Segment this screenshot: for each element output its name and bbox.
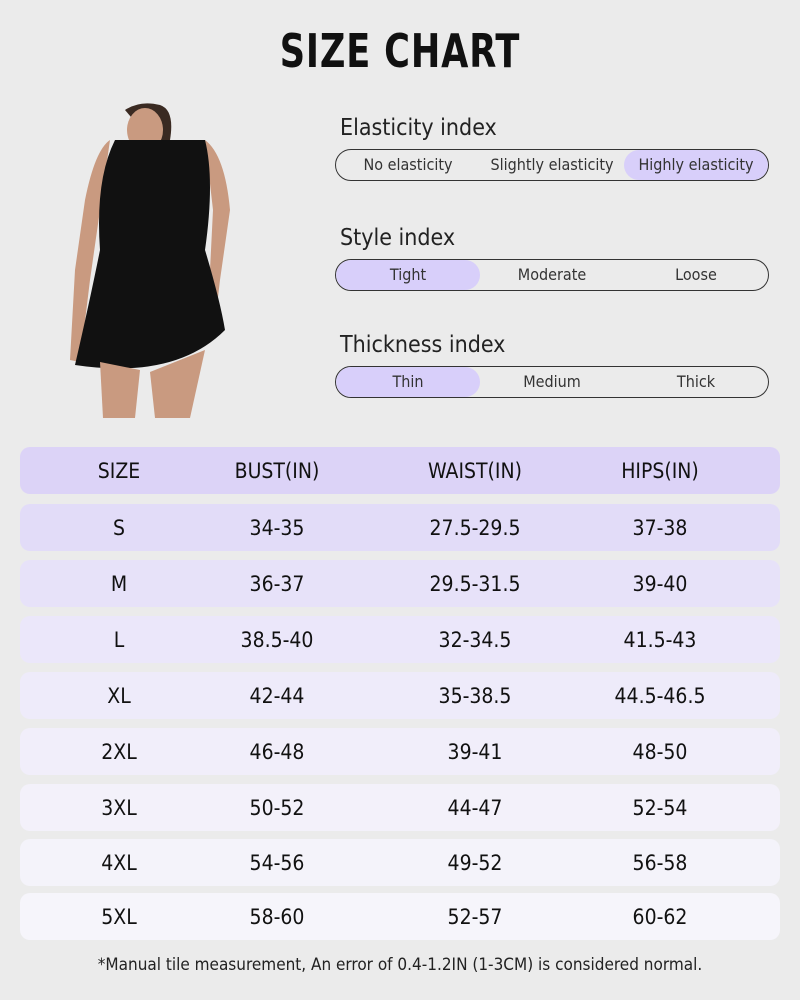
thickness-index: Thickness index Thin Medium Thick bbox=[335, 332, 769, 398]
elasticity-index: Elasticity index No elasticity Slightly … bbox=[335, 115, 769, 181]
cell-waist: 35-38.5 bbox=[438, 683, 512, 708]
header-waist: WAIST(IN) bbox=[428, 458, 522, 483]
table-row: 5XL 58-60 52-57 60-62 bbox=[20, 893, 780, 940]
header-size: SIZE bbox=[97, 458, 141, 483]
table-row: 3XL 50-52 44-47 52-54 bbox=[20, 784, 780, 831]
cell-size: 3XL bbox=[101, 795, 137, 820]
product-photo bbox=[70, 103, 230, 418]
cell-size: 2XL bbox=[101, 739, 137, 764]
cell-hips: 37-38 bbox=[632, 515, 688, 540]
cell-bust: 36-37 bbox=[249, 571, 305, 596]
cell-waist: 27.5-29.5 bbox=[429, 515, 521, 540]
header-hips: HIPS(IN) bbox=[621, 458, 699, 483]
page-title: SIZE CHART bbox=[279, 24, 521, 78]
table-row: XL 42-44 35-38.5 44.5-46.5 bbox=[20, 672, 780, 719]
option-moderate: Moderate bbox=[517, 265, 587, 284]
cell-bust: 58-60 bbox=[249, 904, 305, 929]
cell-size: 4XL bbox=[101, 850, 137, 875]
cell-waist: 39-41 bbox=[447, 739, 503, 764]
cell-bust: 50-52 bbox=[249, 795, 305, 820]
option-slightly-elasticity: Slightly elasticity bbox=[490, 155, 614, 174]
header-bust: BUST(IN) bbox=[234, 458, 320, 483]
cell-waist: 29.5-31.5 bbox=[429, 571, 521, 596]
table-row: M 36-37 29.5-31.5 39-40 bbox=[20, 560, 780, 607]
cell-size: M bbox=[110, 571, 128, 596]
cell-hips: 39-40 bbox=[632, 571, 688, 596]
option-medium: Medium bbox=[523, 372, 581, 391]
option-no-elasticity: No elasticity bbox=[363, 155, 453, 174]
cell-hips: 60-62 bbox=[632, 904, 688, 929]
cell-hips: 48-50 bbox=[632, 739, 688, 764]
thickness-label: Thickness index bbox=[340, 332, 506, 358]
cell-size: L bbox=[113, 627, 125, 652]
cell-waist: 32-34.5 bbox=[438, 627, 512, 652]
cell-bust: 46-48 bbox=[249, 739, 305, 764]
cell-bust: 42-44 bbox=[249, 683, 305, 708]
table-row: L 38.5-40 32-34.5 41.5-43 bbox=[20, 616, 780, 663]
cell-bust: 54-56 bbox=[249, 850, 305, 875]
cell-hips: 41.5-43 bbox=[623, 627, 697, 652]
option-tight: Tight bbox=[336, 260, 480, 290]
option-thick: Thick bbox=[676, 372, 716, 391]
footnote: *Manual tile measurement, An error of 0.… bbox=[97, 955, 703, 975]
cell-waist: 49-52 bbox=[447, 850, 503, 875]
table-row: 2XL 46-48 39-41 48-50 bbox=[20, 728, 780, 775]
option-thin: Thin bbox=[336, 367, 480, 397]
cell-waist: 52-57 bbox=[447, 904, 503, 929]
cell-hips: 52-54 bbox=[632, 795, 688, 820]
cell-bust: 34-35 bbox=[249, 515, 305, 540]
option-loose: Loose bbox=[675, 265, 717, 284]
cell-waist: 44-47 bbox=[447, 795, 503, 820]
cell-hips: 44.5-46.5 bbox=[614, 683, 706, 708]
cell-size: XL bbox=[107, 683, 131, 708]
style-label: Style index bbox=[340, 225, 456, 251]
cell-size: 5XL bbox=[101, 904, 137, 929]
cell-hips: 56-58 bbox=[632, 850, 688, 875]
table-header: SIZE BUST(IN) WAIST(IN) HIPS(IN) bbox=[20, 447, 780, 494]
style-index: Style index Tight Moderate Loose bbox=[335, 225, 769, 291]
option-highly-elasticity: Highly elasticity bbox=[624, 150, 768, 180]
cell-size: S bbox=[113, 515, 125, 540]
table-row: 4XL 54-56 49-52 56-58 bbox=[20, 839, 780, 886]
table-row: S 34-35 27.5-29.5 37-38 bbox=[20, 504, 780, 551]
elasticity-label: Elasticity index bbox=[340, 115, 497, 141]
cell-bust: 38.5-40 bbox=[240, 627, 314, 652]
